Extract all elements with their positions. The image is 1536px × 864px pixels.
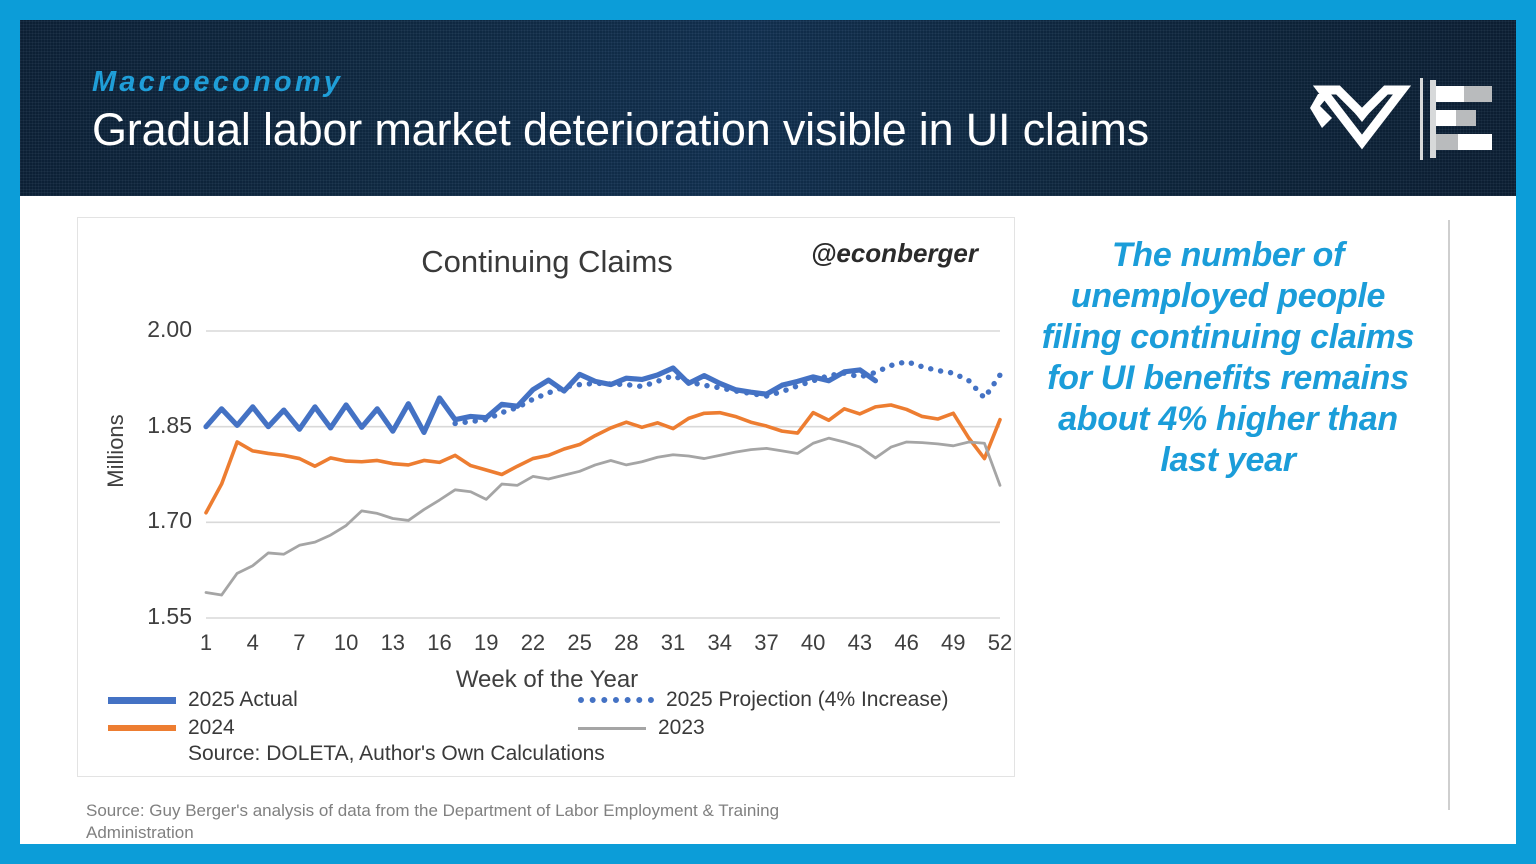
x-axis-tick: 13 [380, 630, 406, 655]
legend-item[interactable]: 2023 [578, 716, 705, 742]
x-axis-title: Week of the Year [455, 666, 639, 693]
legend-swatch [578, 697, 654, 703]
economics-e-logo [1430, 80, 1492, 158]
legend-swatch [108, 696, 176, 704]
x-axis-tick: 16 [427, 630, 452, 655]
x-axis-tick: 43 [847, 630, 873, 655]
x-axis-tick: 19 [473, 630, 499, 655]
legend-source-note: Source: DOLETA, Author's Own Calculation… [188, 742, 605, 765]
x-axis-tick: 4 [246, 630, 259, 655]
x-axis-tick: 10 [333, 630, 359, 655]
header-banner: Macroeconomy Gradual labor market deteri… [20, 20, 1516, 196]
x-axis-tick: 25 [567, 630, 592, 655]
legend-item[interactable]: 2025 Actual [108, 688, 298, 714]
x-axis-tick: 34 [707, 630, 732, 655]
chart-plot-area [203, 330, 1003, 619]
legend-item[interactable]: 2025 Projection (4% Increase) [578, 688, 949, 714]
legend-label: 2024 [188, 716, 235, 739]
page-title: Gradual labor market deterioration visib… [92, 104, 1149, 155]
chart-legend: 2025 Actual 2025 Projection (4% Increase)… [108, 688, 998, 772]
chart-author-handle: @econberger [811, 238, 978, 268]
legend-label: 2025 Projection (4% Increase) [666, 688, 949, 711]
x-axis-tick: 40 [800, 630, 826, 655]
y-axis-tick: 1.70 [147, 507, 192, 534]
brand-divider [1420, 78, 1423, 160]
legend-item[interactable]: 2024 [108, 716, 235, 742]
x-axis-tick: 37 [754, 630, 779, 655]
series-line-4 [204, 436, 1002, 597]
brand-logo [1308, 76, 1492, 162]
series-line-3 [204, 403, 1002, 515]
legend-swatch [108, 725, 176, 731]
chart-card: Continuing Claims @econberger Millions W… [77, 217, 1015, 777]
series-line-2 [452, 358, 1003, 427]
series-line-1 [203, 365, 879, 436]
x-axis-tick: 22 [520, 630, 546, 655]
chart-title: Continuing Claims [421, 244, 673, 279]
callout-text: The number of unemployed people filing c… [1041, 236, 1415, 479]
x-axis-tick: 49 [941, 630, 966, 655]
x-axis-tick: 31 [660, 630, 686, 655]
legend-label: 2023 [658, 716, 705, 739]
y-axis-tick: 2.00 [147, 316, 192, 342]
x-axis-tick: 52 [987, 630, 1013, 655]
x-axis-tick: 46 [894, 630, 919, 655]
footer-source-note: Source: Guy Berger's analysis of data fr… [86, 801, 780, 842]
y-axis-tick: 1.55 [147, 603, 192, 629]
brand-logo-svg [1310, 78, 1492, 160]
header-eyebrow: Macroeconomy [92, 66, 344, 98]
x-axis-tick: 7 [293, 630, 306, 655]
windermere-w-logo [1310, 85, 1412, 150]
rail-divider [1448, 220, 1450, 810]
legend-label: 2025 Actual [188, 688, 298, 711]
x-axis-tick: 1 [199, 630, 213, 655]
x-axis-tick: 28 [614, 630, 639, 655]
legend-swatch [578, 726, 646, 730]
y-axis-tick: 1.85 [147, 411, 192, 438]
